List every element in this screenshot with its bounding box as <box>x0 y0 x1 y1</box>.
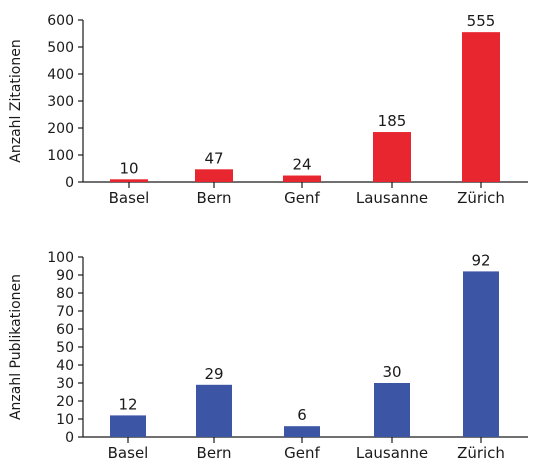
y-tick-label: 70 <box>56 304 74 320</box>
chart-1: 0 100 200 300 400 500 600 Anzahl Zitationen Base… <box>8 12 528 207</box>
x-tick-label: Genf <box>284 189 320 207</box>
data-label: 6 <box>297 406 307 424</box>
x-tick-label: Basel <box>109 189 150 207</box>
bar <box>374 383 410 437</box>
data-label: 47 <box>204 149 223 167</box>
x-tick-label: Zürich <box>457 189 505 207</box>
x-tick-label: Lausanne <box>356 189 428 207</box>
x-tick-label: Basel <box>108 444 149 462</box>
data-label: 92 <box>471 251 490 269</box>
data-label: 12 <box>118 395 137 413</box>
y-tick-label: 80 <box>56 286 74 302</box>
x-tick-label: Zürich <box>457 444 505 462</box>
y-tick-label: 100 <box>47 250 74 266</box>
y-tick-label: 500 <box>47 40 74 56</box>
y-tick-label: 400 <box>47 67 74 83</box>
bar <box>373 132 411 182</box>
y-tick-label: 40 <box>56 358 74 374</box>
y-tick-label: 0 <box>65 175 74 191</box>
data-label: 29 <box>204 365 223 383</box>
bar <box>284 426 320 437</box>
bar <box>110 179 148 182</box>
y-tick-label: 300 <box>47 94 74 110</box>
data-label: 24 <box>292 156 311 174</box>
bar <box>463 271 499 437</box>
data-label: 10 <box>119 159 138 177</box>
y-tick-label: 10 <box>56 412 74 428</box>
bar <box>195 169 233 182</box>
x-tick-label: Lausanne <box>356 444 428 462</box>
y-axis-title: Anzahl Zitationen <box>8 39 24 162</box>
y-tick-label: 100 <box>47 148 74 164</box>
data-label: 185 <box>378 112 407 130</box>
bar <box>283 175 321 182</box>
y-tick-label: 20 <box>56 394 74 410</box>
x-tick-label: Genf <box>284 444 320 462</box>
y-tick-label: 0 <box>65 430 74 446</box>
data-label: 555 <box>467 12 496 30</box>
data-label: 30 <box>382 363 401 381</box>
y-tick-label: 30 <box>56 376 74 392</box>
y-tick-label: 200 <box>47 121 74 137</box>
y-tick-label: 60 <box>56 322 74 338</box>
bar <box>196 384 232 437</box>
y-tick-label: 90 <box>56 268 74 284</box>
bar <box>462 32 500 183</box>
y-tick-label: 50 <box>56 340 74 356</box>
bar <box>110 415 146 437</box>
x-tick-label: Bern <box>197 444 232 462</box>
x-tick-label: Bern <box>197 189 232 207</box>
chart-2: 0 10 20 30 40 50 60 70 80 90 100 Anzahl Publikation… <box>8 250 528 462</box>
y-axis-title: Anzahl Publikationen <box>8 274 24 420</box>
y-tick-label: 600 <box>47 13 74 29</box>
